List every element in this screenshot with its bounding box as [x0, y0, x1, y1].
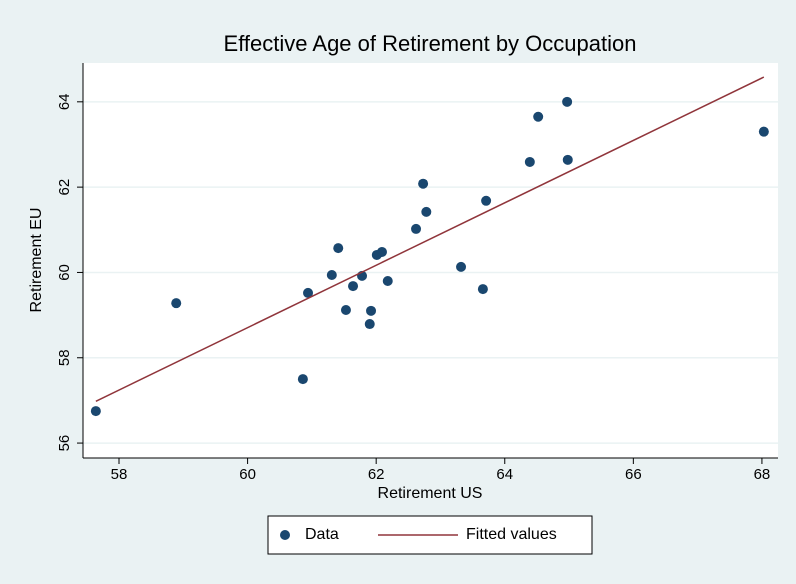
chart-title: Effective Age of Retirement by Occupatio…: [224, 31, 637, 56]
y-tick-label: 56: [56, 435, 73, 452]
data-point: [477, 284, 488, 295]
data-point: [333, 243, 344, 254]
data-point: [418, 178, 429, 189]
data-point: [562, 96, 573, 107]
fitted-line: [95, 76, 765, 402]
data-point: [297, 374, 308, 385]
x-tick-label: 62: [368, 466, 385, 483]
data-point: [481, 195, 492, 206]
data-point: [90, 406, 101, 417]
data-point: [411, 223, 422, 234]
x-tick-label: 64: [496, 466, 513, 483]
x-tick-label: 68: [754, 466, 771, 483]
data-point: [562, 154, 573, 165]
data-point: [758, 126, 769, 137]
x-tick-label: 60: [239, 466, 256, 483]
legend-marker: [280, 530, 290, 540]
y-tick-label: 62: [56, 179, 73, 196]
y-tick-label: 60: [56, 264, 73, 281]
data-point: [340, 304, 351, 315]
data-point: [533, 111, 544, 122]
legend-label: Data: [305, 526, 339, 543]
data-point: [326, 270, 337, 281]
plot-area: [83, 63, 778, 458]
data-point: [376, 246, 387, 257]
data-point: [382, 275, 393, 286]
data-point: [364, 319, 375, 330]
data-point: [366, 305, 377, 316]
data-point: [348, 281, 359, 292]
data-point: [303, 287, 314, 298]
data-point: [421, 206, 432, 217]
y-axis-title: Retirement EU: [28, 208, 45, 313]
data-point: [524, 156, 535, 167]
data-point: [456, 261, 467, 272]
x-tick-label: 58: [111, 466, 128, 483]
y-tick-label: 58: [56, 349, 73, 366]
x-tick-label: 66: [625, 466, 642, 483]
x-axis-title: Retirement US: [378, 485, 483, 502]
data-point: [171, 298, 182, 309]
y-tick-label: 64: [56, 93, 73, 110]
legend-label: Fitted values: [466, 526, 557, 543]
